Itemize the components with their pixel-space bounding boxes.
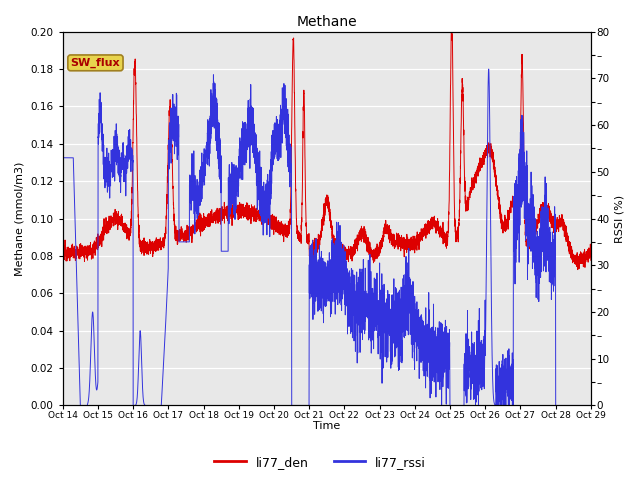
li77_rssi (59, 155, 67, 161)
li77_rssi (472, 403, 479, 408)
li77_den (403, 239, 410, 245)
li77_den (260, 216, 268, 222)
li77_den (376, 244, 383, 250)
li77_den (448, 19, 456, 25)
li77_rssi (587, 403, 595, 408)
Y-axis label: Methane (mmol/m3): Methane (mmol/m3) (15, 161, 25, 276)
Text: SW_flux: SW_flux (70, 58, 120, 68)
X-axis label: Time: Time (313, 421, 340, 432)
li77_rssi (403, 326, 410, 332)
li77_rssi (453, 403, 461, 408)
li77_rssi (260, 197, 268, 203)
li77_den (155, 247, 163, 253)
li77_rssi (485, 66, 493, 72)
li77_den (574, 267, 582, 273)
li77_den (587, 257, 595, 263)
Y-axis label: RSSI (%): RSSI (%) (615, 194, 625, 242)
li77_den (59, 250, 67, 256)
li77_rssi (155, 403, 163, 408)
li77_rssi (376, 299, 383, 305)
li77_rssi (493, 397, 501, 403)
Line: li77_den: li77_den (63, 22, 591, 270)
Line: li77_rssi: li77_rssi (63, 69, 591, 406)
Title: Methane: Methane (296, 15, 357, 29)
Legend: li77_den, li77_rssi: li77_den, li77_rssi (209, 451, 431, 474)
li77_den (453, 236, 461, 242)
li77_den (493, 188, 501, 193)
